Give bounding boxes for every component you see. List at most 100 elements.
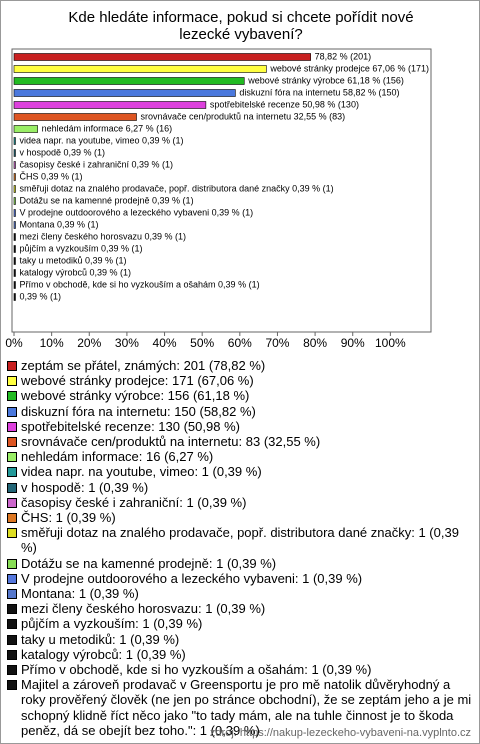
- bar: [13, 245, 16, 253]
- legend-item: Majitel a zároveň prodavač v Greensportu…: [7, 677, 473, 738]
- legend-label: Montana: 1 (0,39 %): [21, 586, 139, 602]
- x-tick-label: 50%: [190, 336, 214, 350]
- legend-marker: [7, 391, 17, 402]
- legend-item: katalogy výrobců: 1 (0,39 %): [7, 647, 473, 662]
- bar: [13, 161, 16, 169]
- x-tick-label: 40%: [153, 336, 177, 350]
- value-label: v hospodě 0,39 % (1): [19, 147, 105, 157]
- legend-item: časopisy české i zahraniční: 1 (0,39 %): [7, 495, 473, 510]
- legend-marker: [7, 619, 17, 630]
- x-tick-label: 30%: [115, 336, 139, 350]
- legend-label: webové stránky výrobce: 156 (61,18 %): [21, 388, 250, 404]
- legend-item: V prodejne outdoorového a lezeckého vyba…: [7, 571, 473, 586]
- value-label: 78,82 % (201): [315, 51, 372, 61]
- value-label: videa napr. na youtube, vimeo 0,39 % (1): [19, 135, 183, 145]
- legend-marker: [7, 604, 17, 615]
- legend-marker: [7, 528, 17, 539]
- bar: [13, 125, 38, 133]
- legend-label: taky u metodiků: 1 (0,39 %): [21, 631, 180, 647]
- bar: [13, 197, 16, 205]
- bar: [13, 65, 267, 73]
- legend-marker: [7, 437, 17, 448]
- legend-label: spotřebitelské recenze: 130 (50,98 %): [21, 418, 240, 434]
- x-tick-label: 90%: [341, 336, 365, 350]
- chart: 0% 10% 20% 30% 40% 50% 60% 70% 80% 90% 100% 78,82 %…: [5, 48, 432, 350]
- legend-marker: [7, 452, 17, 463]
- value-label: diskuzní fóra na internetu 58,82 % (150): [239, 87, 399, 97]
- legend-marker: [7, 573, 17, 584]
- legend-label: srovnávače cen/produktů na internetu: 83…: [21, 434, 321, 450]
- legend-label: Dotážu se na kamenné prodejně: 1 (0,39 %…: [21, 555, 277, 571]
- chart-title: Kde hledáte informace, pokud si chcete p…: [68, 9, 414, 43]
- value-label: 0,39 % (1): [19, 291, 61, 301]
- legend-marker: [7, 376, 17, 387]
- legend-item: Montana: 1 (0,39 %): [7, 586, 473, 601]
- value-label: časopisy české i zahraniční 0,39 % (1): [19, 159, 173, 169]
- legend-marker: [7, 665, 17, 676]
- bar: [13, 113, 137, 121]
- source: zdroj: https://nakup-lezeckeho-vybaveni-…: [209, 727, 471, 739]
- legend-label: mezi členy českého horosvazu: 1 (0,39 %): [21, 601, 266, 617]
- legend-marker: [7, 467, 17, 478]
- legend-label: Majitel a zároveň prodavač v Greensportu…: [21, 677, 472, 738]
- bar: [13, 293, 16, 301]
- legend-item: Přímo v obchodě, kde si ho vyzkouším a o…: [7, 662, 473, 677]
- bar: [13, 269, 16, 277]
- legend-marker: [7, 634, 17, 645]
- bar: [13, 77, 245, 85]
- x-tick-label: 10%: [40, 336, 64, 350]
- legend-marker: [7, 558, 17, 569]
- x-tick-label: 80%: [303, 336, 327, 350]
- legend-item: videa napr. na youtube, vimeo: 1 (0,39 %…: [7, 464, 473, 479]
- legend-marker: [7, 482, 17, 493]
- legend-label: V prodejne outdoorového a lezeckého vyba…: [21, 570, 363, 586]
- legend: zeptám se přátel, známých: 201 (78,82 %)…: [7, 358, 473, 738]
- legend-marker: [7, 649, 17, 660]
- legend-marker: [7, 513, 17, 524]
- value-label: Montana 0,39 % (1): [19, 219, 98, 229]
- value-label: taky u metodiků 0,39 % (1): [19, 255, 126, 265]
- legend-marker: [7, 589, 17, 600]
- bar: [13, 257, 16, 265]
- bar: [13, 173, 16, 181]
- bar: [13, 233, 16, 241]
- legend-item: taky u metodiků: 1 (0,39 %): [7, 632, 473, 647]
- legend-item: webové stránky prodejce: 171 (67,06 %): [7, 373, 473, 388]
- legend-label: ČHS: 1 (0,39 %): [21, 510, 116, 526]
- legend-item: diskuzní fóra na internetu: 150 (58,82 %…: [7, 404, 473, 419]
- legend-label: Přímo v obchodě, kde si ho vyzkouším a o…: [21, 662, 372, 678]
- legend-label: katalogy výrobců: 1 (0,39 %): [21, 646, 186, 662]
- bar: [13, 53, 311, 61]
- bar: [13, 101, 207, 109]
- legend-item: zeptám se přátel, známých: 201 (78,82 %): [7, 358, 473, 373]
- legend-item: mezi členy českého horosvazu: 1 (0,39 %): [7, 601, 473, 616]
- x-tick-label: 60%: [228, 336, 252, 350]
- legend-item: v hospodě: 1 (0,39 %): [7, 480, 473, 495]
- bar: [13, 281, 16, 289]
- legend-label: nehledám informace: 16 (6,27 %): [21, 449, 214, 465]
- value-label: srovnávače cen/produktů na internetu 32,…: [141, 111, 346, 121]
- legend-marker: [7, 680, 17, 691]
- x-tick-label: 20%: [77, 336, 101, 350]
- legend-marker: [7, 361, 17, 371]
- legend-item: směřuji dotaz na znalého prodavače, popř…: [7, 525, 473, 555]
- bar: [13, 221, 16, 229]
- bar: [13, 137, 16, 145]
- legend-item: nehledám informace: 16 (6,27 %): [7, 449, 473, 464]
- legend-item: Dotážu se na kamenné prodejně: 1 (0,39 %…: [7, 556, 473, 571]
- value-label: Přímo v obchodě, kde si ho vyzkouším a o…: [19, 279, 259, 289]
- legend-marker: [7, 421, 17, 432]
- legend-label: webové stránky prodejce: 171 (67,06 %): [21, 373, 254, 389]
- bar: [13, 149, 16, 157]
- value-label: V prodejne outdoorového a lezeckého vyba…: [19, 207, 253, 217]
- legend-item: srovnávače cen/produktů na internetu: 83…: [7, 434, 473, 449]
- legend-item: webové stránky výrobce: 156 (61,18 %): [7, 388, 473, 403]
- x-tick-label: 100%: [375, 336, 406, 350]
- bar: [13, 209, 16, 217]
- value-label: nehledám informace 6,27 % (16): [42, 123, 173, 133]
- x-tick-label: 70%: [265, 336, 289, 350]
- bar: [13, 185, 16, 193]
- value-label: katalogy výrobců 0,39 % (1): [19, 267, 131, 277]
- value-label: ČHS 0,39 % (1): [19, 171, 82, 181]
- value-label: webové stránky prodejce 67,06 % (171): [269, 63, 429, 73]
